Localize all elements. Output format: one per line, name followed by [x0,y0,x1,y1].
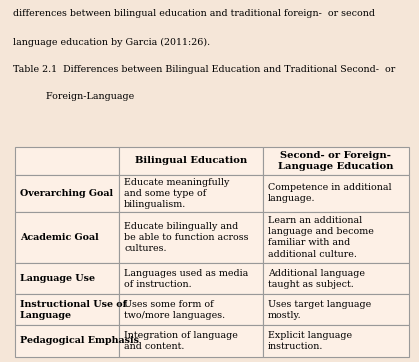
Bar [263,147,409,175]
Bar [119,147,263,175]
Bar [263,263,409,294]
Text: Competence in additional
language.: Competence in additional language. [268,183,391,203]
Bar [119,263,263,294]
Text: Foreign-Language: Foreign-Language [13,92,134,101]
Bar [15,147,119,175]
Bar [119,325,263,357]
Text: Educate bilingually and
be able to function across
cultures.: Educate bilingually and be able to funct… [124,222,248,253]
Bar [15,212,119,263]
Text: Academic Goal: Academic Goal [20,233,98,242]
Text: Additional language
taught as subject.: Additional language taught as subject. [268,269,365,289]
Bar [263,325,409,357]
Bar [15,263,119,294]
Text: Second- or Foreign-
Language Education: Second- or Foreign- Language Education [278,151,393,171]
Text: Languages used as media
of instruction.: Languages used as media of instruction. [124,269,248,289]
Text: Uses some form of
two/more languages.: Uses some form of two/more languages. [124,300,225,320]
Bar [15,175,119,212]
Bar [119,294,263,325]
Text: Table 2.1  Differences between Bilingual Education and Traditional Second-  or: Table 2.1 Differences between Bilingual … [13,65,395,74]
Text: Instructional Use of
Language: Instructional Use of Language [20,300,126,320]
Text: Uses target language
mostly.: Uses target language mostly. [268,300,371,320]
Text: Integration of language
and content.: Integration of language and content. [124,331,238,351]
Text: Bilingual Education: Bilingual Education [135,156,247,165]
Text: Overarching Goal: Overarching Goal [20,189,113,198]
Bar [263,175,409,212]
Bar [15,325,119,357]
Bar [263,212,409,263]
Text: Learn an additional
language and become
familiar with and
additional culture.: Learn an additional language and become … [268,216,374,258]
Bar [263,294,409,325]
Bar [119,175,263,212]
Text: Explicit language
instruction.: Explicit language instruction. [268,331,352,351]
Text: differences between bilingual education and traditional foreign-  or second: differences between bilingual education … [13,9,375,18]
Text: Language Use: Language Use [20,274,95,283]
Text: Pedagogical Emphasis: Pedagogical Emphasis [20,337,139,345]
Text: Educate meaningfully
and some type of
bilingualism.: Educate meaningfully and some type of bi… [124,178,230,209]
Bar [119,212,263,263]
Bar [15,294,119,325]
Text: language education by Garcia (2011:26).: language education by Garcia (2011:26). [13,38,209,47]
